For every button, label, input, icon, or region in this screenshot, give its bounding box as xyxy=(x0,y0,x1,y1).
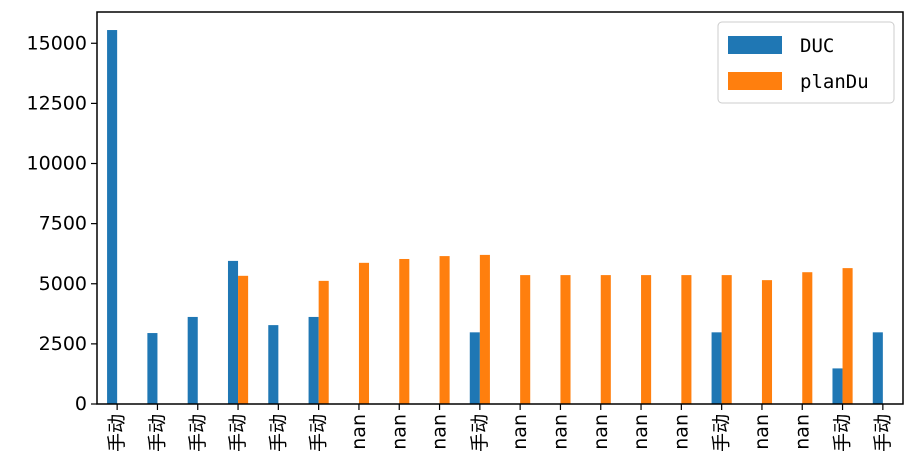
bar-plandu-17 xyxy=(802,272,813,404)
bar-plandu-9 xyxy=(479,254,490,404)
x-tick-label-10: nan xyxy=(509,414,531,450)
y-tick-label-2: 5000 xyxy=(39,273,87,295)
x-tick-label-1: 手动 xyxy=(146,414,168,452)
x-tick-label-14: nan xyxy=(670,414,692,450)
bar-plandu-18 xyxy=(842,268,853,404)
x-tick-label-15: 手动 xyxy=(711,414,733,452)
bar-plandu-15 xyxy=(721,275,732,404)
x-tick-label-3: 手动 xyxy=(227,414,249,452)
bar-plandu-6 xyxy=(358,262,370,404)
bar-duc-18 xyxy=(832,368,843,404)
legend: DUC planDu xyxy=(717,21,895,104)
bar-duc-15 xyxy=(711,332,722,404)
x-tick-label-13: nan xyxy=(630,414,652,450)
bar-plandu-13 xyxy=(641,275,652,404)
plot-frame xyxy=(96,11,904,405)
x-tick-label-2: 手动 xyxy=(187,414,209,452)
legend-label-duc: DUC xyxy=(800,35,834,57)
bar-duc-5 xyxy=(308,316,319,404)
x-tick-label-16: nan xyxy=(751,414,773,450)
y-tick-label-4: 10000 xyxy=(27,153,87,175)
bar-duc-19 xyxy=(872,332,883,404)
bar-plandu-16 xyxy=(761,280,773,404)
x-tick-label-6: nan xyxy=(348,414,370,450)
x-tick-label-8: nan xyxy=(429,414,451,450)
x-tick-label-12: nan xyxy=(590,414,612,450)
bar-plandu-7 xyxy=(399,258,410,404)
bar-duc-2 xyxy=(187,316,198,404)
x-tick-label-4: 手动 xyxy=(267,414,289,452)
legend-swatch-duc xyxy=(728,36,782,54)
y-tick-label-3: 7500 xyxy=(39,213,87,235)
x-tick-label-9: 手动 xyxy=(469,414,491,452)
y-tick-label-6: 15000 xyxy=(27,32,87,54)
bar-plandu-12 xyxy=(600,275,611,404)
y-tick-label-5: 12500 xyxy=(27,92,87,114)
bar-duc-9 xyxy=(469,332,480,404)
bar-duc-3 xyxy=(227,260,239,404)
legend-swatch-plandu xyxy=(728,72,782,90)
bar-duc-0 xyxy=(107,30,118,405)
x-tick-label-7: nan xyxy=(388,414,410,450)
bar-duc-4 xyxy=(268,325,279,404)
bar-plandu-5 xyxy=(318,280,329,404)
y-tick-label-1: 2500 xyxy=(39,333,87,355)
bar-plandu-11 xyxy=(560,275,571,404)
bar-duc-1 xyxy=(147,333,158,404)
bars-layer xyxy=(107,30,883,405)
bar-plandu-14 xyxy=(681,275,692,404)
x-tick-label-0: 手动 xyxy=(106,414,128,452)
x-axis-ticks: 手动 手动 手动 手动 手动 手动 nan nan nan 手动 nan nan nan nan nan 手动… xyxy=(106,404,894,452)
y-tick-label-0: 0 xyxy=(75,393,87,415)
x-tick-label-17: nan xyxy=(791,414,813,450)
bar-plandu-10 xyxy=(520,275,531,404)
x-tick-label-11: nan xyxy=(549,414,571,450)
bar-plandu-8 xyxy=(439,256,450,404)
x-tick-label-18: 手动 xyxy=(832,414,854,452)
bar-plandu-3 xyxy=(238,275,249,404)
x-tick-label-19: 手动 xyxy=(872,414,894,452)
legend-label-plandu: planDu xyxy=(800,71,869,93)
y-axis-ticks: 0 2500 5000 7500 10000 12500 15000 xyxy=(27,32,97,415)
x-tick-label-5: 手动 xyxy=(308,414,330,452)
